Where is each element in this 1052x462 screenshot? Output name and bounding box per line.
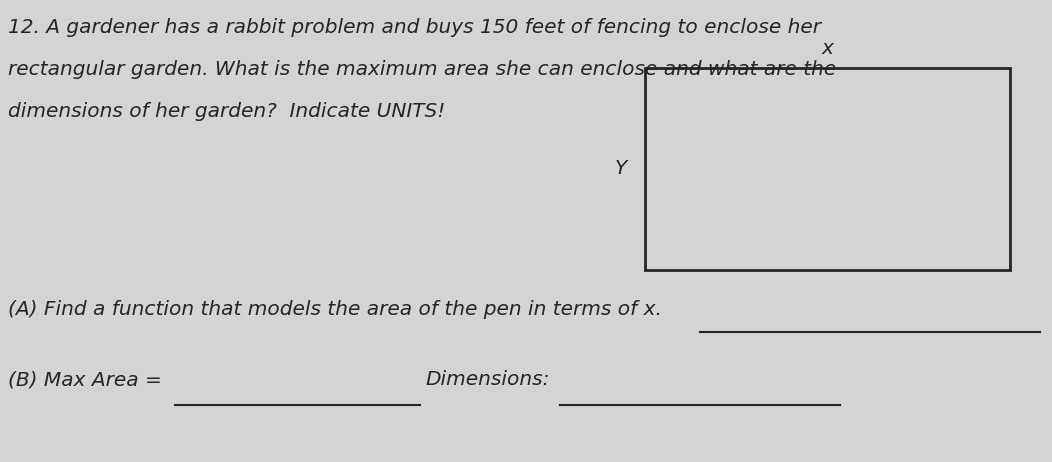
Text: Dimensions:: Dimensions: [425, 370, 549, 389]
Text: x: x [822, 39, 833, 58]
Text: 12. A gardener has a rabbit problem and buys 150 feet of fencing to enclose her: 12. A gardener has a rabbit problem and … [8, 18, 821, 37]
Text: Y: Y [614, 159, 627, 178]
Text: dimensions of her garden?  Indicate UNITS!: dimensions of her garden? Indicate UNITS… [8, 102, 445, 121]
Bar [645, 68, 1010, 270]
Text: rectangular garden. What is the maximum area she can enclose and what are the: rectangular garden. What is the maximum … [8, 60, 836, 79]
Text: (B) Max Area =: (B) Max Area = [8, 370, 162, 389]
Text: (A) Find a function that models the area of the pen in terms of x.: (A) Find a function that models the area… [8, 300, 662, 319]
